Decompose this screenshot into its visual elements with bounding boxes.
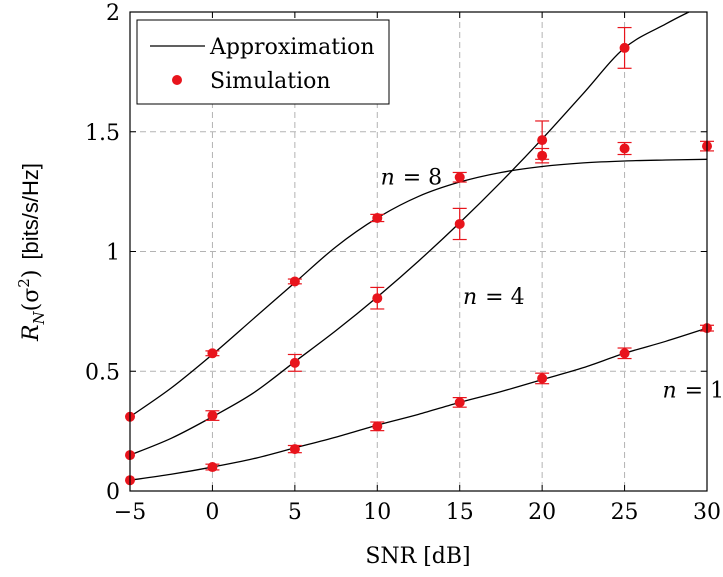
simulation-point-n1	[619, 348, 630, 359]
x-tick-label: 5	[288, 500, 302, 525]
y-tick-label: 0.5	[85, 360, 120, 385]
simulation-point-n4	[372, 293, 383, 304]
y-tick-label: 1.5	[85, 121, 120, 146]
legend-label-approximation: Approximation	[209, 35, 375, 60]
simulation-point-n4	[537, 135, 548, 146]
x-tick-label: 20	[528, 500, 556, 525]
simulation-point-n8	[289, 276, 300, 287]
simulation-point-n4	[619, 42, 630, 53]
simulation-point-n4	[454, 218, 465, 229]
y-axis-title: RN(σ2)[bits/s/Hz]	[15, 163, 48, 342]
simulation-point-n4	[289, 357, 300, 368]
annotation-n4: n = 4	[463, 285, 525, 310]
approximation-line-n1	[129, 327, 708, 481]
approximation-curves	[129, 11, 708, 481]
x-axis-title: SNR [dB]	[365, 544, 470, 569]
legend-dot-marker	[172, 75, 182, 85]
legend: Approximation Simulation	[136, 19, 390, 105]
y-tick-label: 0	[106, 480, 120, 505]
simulation-point-n8	[619, 143, 630, 154]
x-tick-label: 0	[205, 500, 219, 525]
x-tick-label: 15	[446, 500, 474, 525]
approximation-line-n8	[129, 158, 708, 418]
simulation-points	[125, 26, 714, 486]
simulation-point-n8	[454, 172, 465, 183]
x-tick-label: 25	[611, 500, 639, 525]
simulation-point-n1	[372, 421, 383, 432]
x-tick-label: 30	[693, 500, 721, 525]
simulation-point-n1	[454, 397, 465, 408]
simulation-point-n8	[207, 348, 218, 359]
y-tick-label: 1	[106, 241, 120, 266]
legend-box	[136, 19, 390, 105]
x-tick-label: 10	[363, 500, 391, 525]
approximation-line-n4	[129, 11, 690, 456]
simulation-point-n4	[207, 410, 218, 421]
simulation-point-n1	[537, 373, 548, 384]
simulation-point-n1	[207, 462, 218, 473]
annotation-n1: n = 1	[662, 379, 723, 404]
legend-label-simulation: Simulation	[210, 69, 331, 94]
grid	[130, 12, 707, 491]
y-tick-label: 2	[106, 1, 120, 26]
annotation-n8: n = 8	[381, 165, 443, 190]
simulation-point-n1	[289, 444, 300, 455]
x-tick-label: −5	[114, 500, 146, 525]
simulation-point-n8	[372, 212, 383, 223]
